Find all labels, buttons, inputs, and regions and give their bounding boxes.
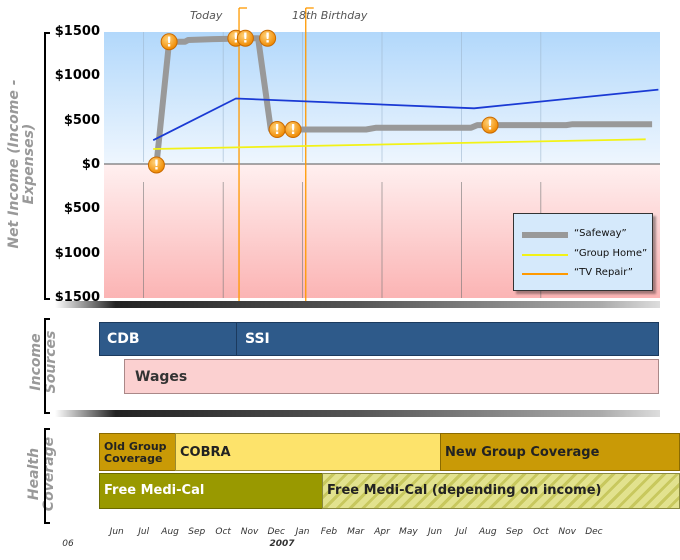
y-tick-label: $500: [63, 201, 100, 217]
x-tick-label: Sep: [506, 527, 523, 537]
x-tick-label: Sep: [188, 527, 206, 537]
event-icon: !: [284, 121, 302, 139]
health-coverage-label-text: Health Coverage: [26, 436, 57, 512]
income-bracket: [44, 318, 46, 414]
health-coverage-label: Health Coverage: [26, 429, 59, 519]
y-tick-label: $1000: [54, 245, 100, 261]
series-line: [152, 88, 659, 142]
legend-label-safeway: “Safeway”: [574, 228, 627, 239]
event-icon: !: [481, 116, 499, 134]
health-bracket: [44, 428, 46, 524]
event-icon: !: [268, 121, 286, 139]
health-bar-old-group-coverage: Old Group Coverage: [99, 433, 176, 471]
event-points: !!!!!!!!: [147, 29, 499, 174]
health-bar-cobra: COBRA: [175, 433, 441, 471]
year-label-2006: 06: [62, 539, 74, 549]
x-tick-label: Oct: [533, 527, 549, 537]
health-bar-free-medi-cal: Free Medi-Cal: [99, 473, 323, 509]
event-icon-circle: [284, 121, 302, 139]
x-tick-label: Jul: [455, 527, 467, 537]
x-tick-label: Nov: [240, 527, 259, 537]
x-tick-label: Dec: [585, 527, 603, 537]
legend-label-group-home: “Group Home”: [574, 248, 648, 259]
event-icon-symbol: !: [153, 159, 159, 174]
old-group-line1: Old Group: [104, 440, 167, 453]
y-tick-label: $0: [81, 157, 100, 172]
x-tick-label: Jul: [138, 527, 150, 537]
year-label-2007: 2007: [269, 539, 295, 549]
legend-swatch-safeway: [522, 232, 568, 238]
event-icon-symbol: !: [242, 32, 248, 47]
x-tick-label: Jan: [295, 527, 310, 537]
income-bar-ssi: SSI: [236, 322, 659, 356]
event-icon-circle: [481, 116, 499, 134]
x-tick-label: Nov: [558, 527, 577, 537]
y-tick-label: $1500: [54, 24, 100, 39]
legend: “Safeway” “Group Home” “TV Repair”: [513, 213, 653, 291]
income-bar-cdb: CDB: [99, 322, 237, 356]
x-tick-label: Aug: [479, 527, 497, 537]
date-markers: [238, 7, 314, 302]
x-tick-label: Oct: [215, 527, 231, 537]
x-tick-label: Feb: [320, 527, 338, 537]
health-bar-new-group-coverage: New Group Coverage: [440, 433, 680, 471]
income-bar-wages: Wages: [124, 359, 659, 394]
x-tick-label: Aug: [161, 527, 179, 537]
marker-label-18th-birthday: 18th Birthday: [292, 9, 368, 22]
marker-label-today: Today: [190, 9, 223, 22]
legend-swatch-group-home: [522, 254, 568, 256]
x-tick-label: Dec: [267, 527, 285, 537]
series-line: [153, 138, 646, 150]
y-tick-label: $1000: [54, 68, 100, 84]
legend-label-tv-repair: “TV Repair”: [574, 267, 633, 278]
y-axis-bracket-cap-bottom: [44, 298, 50, 300]
event-icon-circle: [147, 156, 165, 174]
event-icon-symbol: !: [274, 123, 280, 138]
event-icon: !: [236, 29, 254, 47]
event-icon: !: [160, 33, 178, 51]
income-bracket-cap-top: [44, 318, 50, 320]
x-tick-label: Jun: [109, 527, 124, 537]
health-bar-free-medi-cal-depending: Free Medi-Cal (depending on income): [322, 473, 680, 509]
y-axis-bracket: [44, 32, 46, 300]
x-tick-label: Apr: [374, 527, 390, 537]
health-bracket-cap-top: [44, 428, 50, 430]
x-tick-label: May: [399, 527, 418, 537]
event-icon-symbol: !: [166, 35, 172, 50]
event-icon-circle: [236, 29, 254, 47]
event-icon-symbol: !: [290, 123, 296, 138]
event-icon-circle: [259, 29, 277, 47]
legend-swatch-tv-repair: [522, 273, 568, 275]
event-icon-symbol: !: [487, 119, 493, 134]
y-tick-label: $500: [63, 112, 100, 128]
section-divider-2: [55, 410, 660, 417]
event-icon-symbol: !: [265, 32, 271, 47]
section-divider-1: [55, 301, 660, 308]
health-bracket-cap-bottom: [44, 522, 50, 524]
event-icon-circle: [160, 33, 178, 51]
y-axis-bracket-cap-top: [44, 32, 50, 34]
old-group-line2: Coverage: [104, 452, 163, 465]
x-tick-label: Jun: [428, 527, 443, 537]
vertical-grid: [143, 32, 542, 298]
x-tick-label: Mar: [347, 527, 365, 537]
event-icon-symbol: !: [233, 32, 239, 47]
income-bracket-cap-bottom: [44, 412, 50, 414]
event-icon: !: [259, 29, 277, 47]
event-icon: !: [147, 156, 165, 174]
